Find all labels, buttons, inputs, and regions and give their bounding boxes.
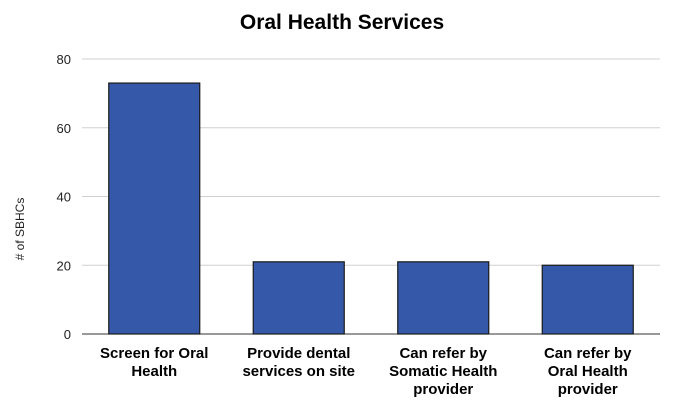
x-axis-categories: Screen for Oral Health Provide dental servi… xyxy=(100,345,632,398)
x-category-label-line: Screen for Oral xyxy=(100,345,208,362)
y-tick-label: 80 xyxy=(57,52,71,67)
x-category-label-line: Provide dental xyxy=(247,345,350,362)
x-category-label: Can refer by Oral Health provider xyxy=(544,345,632,398)
y-tick-label: 20 xyxy=(57,258,71,273)
bar xyxy=(397,261,490,335)
bar xyxy=(252,261,345,335)
y-axis-ticks: 0 20 40 60 80 xyxy=(57,52,71,342)
bar xyxy=(541,264,634,335)
x-category-label: Can refer by Somatic Health provider xyxy=(389,345,497,398)
x-category-label-line: provider xyxy=(413,381,473,398)
y-tick-label: 60 xyxy=(57,121,71,136)
y-axis-label: # of SBHCs xyxy=(13,198,27,261)
bars xyxy=(108,82,634,335)
x-category-label-line: services on site xyxy=(242,363,355,380)
x-category-label-line: Health xyxy=(131,363,177,380)
x-category-label: Screen for Oral Health xyxy=(100,345,208,380)
bar xyxy=(108,82,201,335)
x-category-label-line: Somatic Health xyxy=(389,363,497,380)
x-category-label-line: Can refer by xyxy=(544,345,632,362)
y-tick-label: 0 xyxy=(64,327,71,342)
x-category-label: Provide dental services on site xyxy=(242,345,355,380)
x-category-label-line: Oral Health xyxy=(548,363,628,380)
chart-title: Oral Health Services xyxy=(240,11,444,34)
x-category-label-line: Can refer by xyxy=(399,345,487,362)
x-category-label-line: provider xyxy=(558,381,618,398)
y-tick-label: 40 xyxy=(57,190,71,205)
